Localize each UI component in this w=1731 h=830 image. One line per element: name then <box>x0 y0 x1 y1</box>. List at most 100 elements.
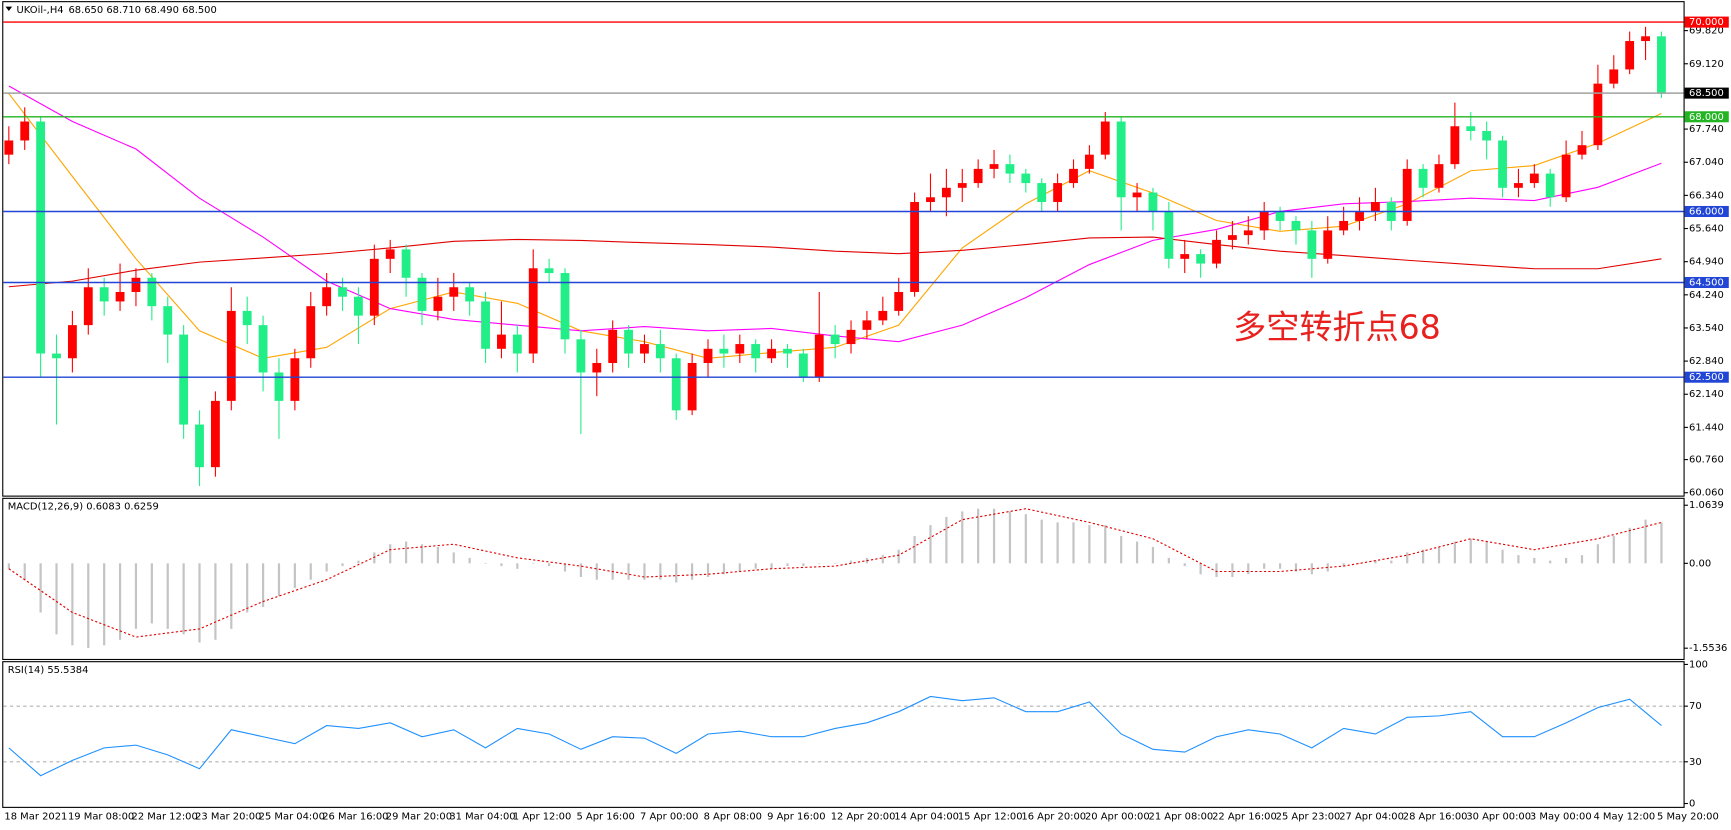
candle-body <box>592 362 602 373</box>
candle-body <box>242 310 252 326</box>
y-tick-label: 64.940 <box>1689 257 1724 268</box>
level-label: 66.000 <box>1689 206 1724 217</box>
macd-bar <box>1565 557 1568 564</box>
macd-bar <box>738 563 741 572</box>
candle-body <box>878 310 888 321</box>
macd-bar <box>118 563 122 640</box>
x-tick-label: 1 Apr 12:00 <box>513 812 571 823</box>
candle-body <box>687 362 697 411</box>
candle-body <box>481 301 490 349</box>
candle-body <box>1100 121 1110 155</box>
candle-body <box>1434 164 1444 188</box>
x-tick-label: 7 Apr 00:00 <box>640 812 698 823</box>
candle-body <box>1339 220 1349 231</box>
candle-body <box>1450 126 1460 165</box>
macd-bar <box>1501 549 1504 564</box>
candle-body <box>465 287 475 302</box>
x-tick-label: 25 Apr 23:00 <box>1276 812 1341 823</box>
candle-body <box>131 277 141 292</box>
x-tick-label: 3 May 00:00 <box>1530 812 1592 823</box>
macd-panel-frame <box>2 497 1685 661</box>
candle-body <box>1625 41 1635 70</box>
x-tick-label: 8 Apr 08:00 <box>704 812 762 823</box>
macd-bar <box>87 563 90 648</box>
candle-body <box>783 348 792 354</box>
candle-body <box>894 291 904 311</box>
candle-body <box>862 320 872 330</box>
level-label-box <box>1684 87 1729 99</box>
macd-bar <box>309 563 312 580</box>
macd-bar <box>818 563 821 564</box>
candle-body <box>163 306 173 335</box>
candle-body <box>497 334 506 349</box>
candle-body <box>195 424 204 468</box>
macd-bar <box>150 563 153 624</box>
macd-bar <box>1024 514 1027 564</box>
level-label: 62.500 <box>1689 372 1724 383</box>
macd-bar <box>166 563 169 629</box>
candle-body <box>640 344 649 354</box>
x-tick-label: 30 Apr 00:00 <box>1466 812 1531 823</box>
candle-body <box>1402 168 1412 221</box>
candle-body <box>512 334 522 354</box>
level-label-box <box>1684 276 1729 289</box>
candle-body <box>1037 183 1047 203</box>
x-tick-label: 21 Apr 08:00 <box>1149 812 1214 823</box>
x-tick-label: 19 Mar 08:00 <box>68 812 134 823</box>
macd-bar <box>881 555 884 564</box>
candle-body <box>1053 183 1063 203</box>
macd-bar <box>1008 511 1012 564</box>
y-tick-label: 61.440 <box>1689 422 1724 433</box>
x-tick-label: 23 Mar 20:00 <box>195 812 261 823</box>
level-label-box <box>1684 111 1729 123</box>
macd-bar <box>214 563 217 640</box>
macd-bar <box>706 563 710 577</box>
candle-body <box>1005 164 1015 174</box>
macd-bar <box>675 563 678 583</box>
x-tick-label: 18 Mar 2021 <box>4 812 67 823</box>
candle-body <box>1084 154 1094 169</box>
macd-bar <box>929 525 932 564</box>
macd-bar <box>1215 563 1218 577</box>
candle-body <box>1593 83 1603 146</box>
macd-bar <box>897 549 900 564</box>
macd-bar <box>1247 563 1250 575</box>
macd-bar <box>532 563 535 564</box>
macd-bar <box>7 563 10 569</box>
macd-bar <box>23 563 26 580</box>
macd-bar <box>1199 563 1202 575</box>
candle-body <box>1259 211 1269 231</box>
candle-body <box>20 121 30 141</box>
candle-body <box>1466 126 1476 131</box>
macd-bar <box>595 563 598 580</box>
macd-bar <box>1040 519 1043 564</box>
candle-body <box>385 249 395 259</box>
candle-body <box>1148 192 1158 212</box>
macd-bar <box>341 563 344 567</box>
rsi-line <box>8 695 1662 777</box>
x-tick-label: 22 Apr 16:00 <box>1212 812 1277 823</box>
candle-body <box>369 258 379 316</box>
ohlc-readout: 68.650 68.710 68.490 68.500 <box>68 5 216 16</box>
macd-bar <box>134 563 138 629</box>
macd-bar <box>230 563 233 629</box>
y-tick-label: 60.760 <box>1689 455 1724 466</box>
candle-body <box>560 273 570 340</box>
macd-bar <box>961 511 964 564</box>
candle-body <box>338 287 347 297</box>
candle-body <box>258 325 268 373</box>
candle-body <box>1418 168 1428 188</box>
macd-bar <box>770 563 773 569</box>
macd-bar <box>1549 560 1552 564</box>
candle-body <box>1116 121 1126 198</box>
macd-bar <box>1056 522 1059 564</box>
macd-bar <box>452 552 455 564</box>
x-tick-label: 12 Apr 20:00 <box>831 812 896 823</box>
macd-bar <box>913 536 916 564</box>
x-tick-label: 5 May 20:00 <box>1657 812 1719 823</box>
y-tick-label: 64.240 <box>1689 290 1724 301</box>
candle-body <box>274 372 284 401</box>
candle-body <box>926 197 935 203</box>
